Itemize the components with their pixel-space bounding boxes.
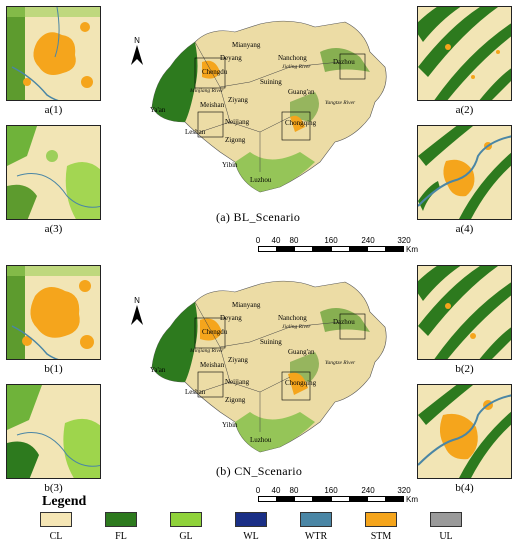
city-yaan: Ya'an	[150, 366, 166, 374]
inset-a4-map	[417, 125, 512, 220]
city-neijiang: Neijiang	[225, 378, 250, 386]
inset-a1-map	[6, 6, 101, 101]
city-ziyang: Ziyang	[228, 96, 248, 104]
city-dazhou: Dazhou	[333, 318, 355, 326]
city-leshan: Leshan	[185, 128, 206, 136]
city-mianyang: Mianyang	[232, 41, 261, 49]
inset-a2-map	[417, 6, 512, 101]
inset-b4-label: b(4)	[455, 482, 474, 494]
inset-b1-map	[6, 265, 101, 360]
city-mianyang: Mianyang	[232, 301, 261, 309]
river-yangtze: Yangtze River	[325, 360, 356, 366]
scale-bar-b: 0 40 80 160 240 320 Km	[255, 486, 418, 504]
legend-label: STM	[370, 531, 392, 542]
legend-label: FL	[115, 531, 127, 542]
city-yibin: Yibin	[222, 161, 238, 169]
legend-swatch	[170, 512, 202, 527]
city-chongqing: Chongqing	[285, 119, 317, 127]
scenario-label-b: (b) CN_Scenario	[216, 464, 303, 478]
city-deyang: Deyang	[220, 54, 242, 62]
city-yaan: Ya'an	[150, 106, 166, 114]
city-deyang: Deyang	[220, 314, 242, 322]
city-ziyang: Ziyang	[228, 356, 248, 364]
legend-title: Legend	[42, 494, 87, 509]
north-arrow-a: N	[130, 36, 144, 66]
legend-item-cl: CL	[26, 512, 86, 542]
city-guangan: Guang'an	[288, 348, 315, 356]
scenario-label-a: (a) BL_Scenario	[216, 210, 301, 224]
city-nanchong: Nanchong	[278, 314, 307, 322]
legend-swatch	[300, 512, 332, 527]
city-luzhou: Luzhou	[250, 176, 272, 184]
city-meishan: Meishan	[200, 101, 225, 109]
north-label: N	[134, 36, 140, 45]
city-guangan: Guang'an	[288, 88, 315, 96]
inset-b1-label: b(1)	[44, 363, 63, 375]
legend-label: GL	[179, 531, 193, 542]
north-label: N	[134, 296, 140, 305]
inset-a2-label: a(2)	[455, 104, 474, 116]
legend-item-ul: UL	[416, 512, 476, 542]
inset-a4-label: a(4)	[455, 223, 474, 235]
legend-swatch	[105, 512, 137, 527]
legend-swatch	[40, 512, 72, 527]
city-yibin: Yibin	[222, 421, 238, 429]
inset-b4-map	[417, 384, 512, 479]
inset-a1-label: a(1)	[44, 104, 63, 116]
city-neijiang: Neijiang	[225, 118, 250, 126]
main-map-a: Mianyang Deyang Nanchong Dazhou Chengdu …	[140, 12, 410, 202]
inset-a3-map	[6, 125, 101, 220]
legend-label: WTR	[304, 531, 328, 542]
city-suining: Suining	[260, 78, 282, 86]
legend-item-fl: FL	[91, 512, 151, 542]
north-arrow-b: N	[130, 296, 144, 326]
river-minjiang: Minjiang River	[189, 348, 224, 354]
city-chengdu: Chengdu	[202, 68, 228, 76]
legend-label: WL	[243, 531, 259, 542]
river-yangtze: Yangtze River	[325, 100, 356, 106]
legend-item-wl: WL	[221, 512, 281, 542]
city-chengdu: Chengdu	[202, 328, 228, 336]
city-nanchong: Nanchong	[278, 54, 307, 62]
inset-b2-map	[417, 265, 512, 360]
legend-item-gl: GL	[156, 512, 216, 542]
city-zigong: Zigong	[225, 136, 246, 144]
legend-label: UL	[439, 531, 453, 542]
city-leshan: Leshan	[185, 388, 206, 396]
legend-swatch	[365, 512, 397, 527]
river-jialing: Jialing River	[282, 324, 311, 330]
legend-swatch	[430, 512, 462, 527]
city-chongqing: Chongqing	[285, 379, 317, 387]
inset-b2-label: b(2)	[455, 363, 474, 375]
city-suining: Suining	[260, 338, 282, 346]
main-map-b: Mianyang Deyang Nanchong Dazhou Chengdu …	[140, 272, 410, 462]
scale-bar-a: 0 40 80 160 240 320 Km	[255, 236, 418, 254]
river-jialing: Jialing River	[282, 64, 311, 70]
legend-item-stm: STM	[351, 512, 411, 542]
city-zigong: Zigong	[225, 396, 246, 404]
inset-b3-map	[6, 384, 101, 479]
inset-b3-label: b(3)	[44, 482, 63, 494]
inset-a3-label: a(3)	[44, 223, 63, 235]
city-luzhou: Luzhou	[250, 436, 272, 444]
river-minjiang: Minjiang River	[189, 88, 224, 94]
legend-label: CL	[49, 531, 63, 542]
city-meishan: Meishan	[200, 361, 225, 369]
city-dazhou: Dazhou	[333, 58, 355, 66]
legend-item-wtr: WTR	[286, 512, 346, 542]
legend-swatch	[235, 512, 267, 527]
